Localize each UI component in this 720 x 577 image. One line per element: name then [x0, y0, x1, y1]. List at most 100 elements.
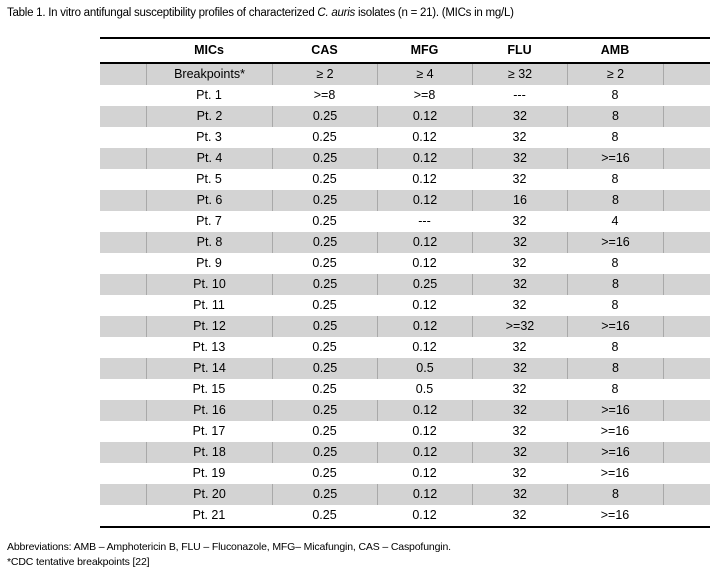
row-spacer-left: [100, 253, 146, 274]
amb-value-cell: 8: [567, 106, 663, 127]
amb-value-cell: >=16: [567, 442, 663, 463]
flu-value-cell: ---: [513, 88, 526, 102]
header-mfg: MFG: [410, 43, 439, 57]
table-row: Pt. 12 0.25 0.12 >=32 >=16: [100, 316, 710, 337]
row-spacer-right: [663, 400, 710, 421]
row-spacer-left: [100, 379, 146, 400]
flu-value-cell: 32: [472, 484, 567, 505]
table-row: Pt. 5 0.25 0.12 32 8: [100, 169, 710, 190]
row-label-cell: Pt. 16: [146, 400, 272, 421]
cas-value-cell: 0.25: [312, 172, 337, 186]
flu-value-cell: >=32: [472, 316, 567, 337]
mfg-value-cell: ---: [418, 214, 431, 228]
mfg-value-cell: 0.12: [377, 442, 472, 463]
row-spacer-left: [100, 211, 146, 232]
table-row: Pt. 9 0.25 0.12 32 8: [100, 253, 710, 274]
row-spacer-left: [100, 106, 146, 127]
row-label-cell: Pt. 20: [146, 484, 272, 505]
row-spacer-right: [663, 442, 710, 463]
cas-value-cell: 0.25: [312, 256, 337, 270]
susceptibility-table: MICs CAS MFG FLU AMB Breakpoints* ≥ 2 ≥ …: [100, 37, 710, 528]
row-spacer-right: [663, 64, 710, 85]
row-spacer-left: [100, 358, 146, 379]
table-row: Pt. 20 0.25 0.12 32 8: [100, 484, 710, 505]
mfg-value-cell: 0.12: [412, 340, 437, 354]
table-footnotes: Abbreviations: AMB – Amphotericin B, FLU…: [7, 540, 451, 570]
amb-value-cell: 8: [611, 88, 619, 102]
amb-value-cell: >=16: [600, 424, 630, 438]
table-body: Breakpoints* ≥ 2 ≥ 4 ≥ 32 ≥ 2 Pt. 1 >=8 …: [100, 64, 710, 528]
mfg-value-cell: 0.12: [412, 424, 437, 438]
cas-value-cell: 0.25: [312, 424, 337, 438]
header-mics: MICs: [194, 43, 224, 57]
table-header-row: MICs CAS MFG FLU AMB: [100, 39, 710, 64]
flu-value-cell: 32: [472, 106, 567, 127]
row-spacer-left: [100, 400, 146, 421]
row-spacer-left: [100, 232, 146, 253]
row-spacer-right: [663, 274, 710, 295]
flu-value-cell: ≥ 32: [472, 64, 567, 85]
row-label-cell: Pt. 17: [192, 424, 226, 438]
mfg-value-cell: 0.12: [412, 130, 437, 144]
row-label-cell: Pt. 19: [192, 466, 226, 480]
row-spacer-right: [663, 463, 710, 484]
flu-value-cell: 32: [512, 340, 527, 354]
table-row: Pt. 3 0.25 0.12 32 8: [100, 127, 710, 148]
row-spacer-left: [100, 484, 146, 505]
cas-value-cell: 0.25: [312, 466, 337, 480]
row-spacer-left: [100, 421, 146, 442]
table-row: Pt. 2 0.25 0.12 32 8: [100, 106, 710, 127]
row-spacer-right: [663, 127, 710, 148]
flu-value-cell: 32: [512, 214, 527, 228]
cas-value-cell: 0.25: [272, 148, 377, 169]
amb-value-cell: 8: [567, 484, 663, 505]
breakpoints-note: *CDC tentative breakpoints [22]: [7, 556, 150, 568]
cas-value-cell: 0.25: [312, 214, 337, 228]
cas-value-cell: 0.25: [272, 274, 377, 295]
row-spacer-left: [100, 148, 146, 169]
table-row: Pt. 4 0.25 0.12 32 >=16: [100, 148, 710, 169]
table-row: Pt. 18 0.25 0.12 32 >=16: [100, 442, 710, 463]
table-row: Pt. 6 0.25 0.12 16 8: [100, 190, 710, 211]
row-label-cell: Pt. 5: [196, 172, 222, 186]
amb-value-cell: >=16: [567, 400, 663, 421]
cas-value-cell: ≥ 2: [272, 64, 377, 85]
row-spacer-right: [663, 232, 710, 253]
row-spacer-left: [100, 505, 146, 526]
flu-value-cell: 32: [512, 298, 527, 312]
row-label-cell: Pt. 14: [146, 358, 272, 379]
table-row: Pt. 11 0.25 0.12 32 8: [100, 295, 710, 316]
table-caption-suffix: isolates (n = 21). (MICs in mg/L): [355, 7, 514, 19]
mfg-value-cell: 0.12: [377, 484, 472, 505]
row-label-cell: Pt. 3: [196, 130, 222, 144]
row-spacer-right: [663, 106, 710, 127]
row-spacer-right: [663, 337, 710, 358]
flu-value-cell: 32: [472, 400, 567, 421]
mfg-value-cell: 0.12: [412, 508, 437, 522]
row-label-cell: Pt. 21: [192, 508, 226, 522]
mfg-value-cell: 0.12: [412, 466, 437, 480]
table-row: Pt. 19 0.25 0.12 32 >=16: [100, 463, 710, 484]
row-spacer-right: [663, 358, 710, 379]
cas-value-cell: 0.25: [272, 400, 377, 421]
amb-value-cell: >=16: [567, 232, 663, 253]
cas-value-cell: 0.25: [272, 484, 377, 505]
table-caption: Table 1. In vitro antifungal susceptibil…: [7, 7, 514, 19]
table-row: Pt. 1 >=8 >=8 --- 8: [100, 85, 710, 106]
header-spacer-left: [100, 39, 146, 62]
amb-value-cell: 8: [611, 172, 619, 186]
amb-value-cell: 8: [567, 358, 663, 379]
row-spacer-left: [100, 190, 146, 211]
row-spacer-right: [663, 295, 710, 316]
cas-value-cell: 0.25: [272, 106, 377, 127]
table-row: Breakpoints* ≥ 2 ≥ 4 ≥ 32 ≥ 2: [100, 64, 710, 85]
row-label-cell: Pt. 10: [146, 274, 272, 295]
cas-value-cell: 0.25: [272, 358, 377, 379]
amb-value-cell: 8: [611, 130, 619, 144]
amb-value-cell: >=16: [567, 316, 663, 337]
cas-value-cell: 0.25: [312, 508, 337, 522]
mfg-value-cell: 0.12: [377, 148, 472, 169]
table-row: Pt. 8 0.25 0.12 32 >=16: [100, 232, 710, 253]
mfg-value-cell: 0.5: [415, 382, 434, 396]
